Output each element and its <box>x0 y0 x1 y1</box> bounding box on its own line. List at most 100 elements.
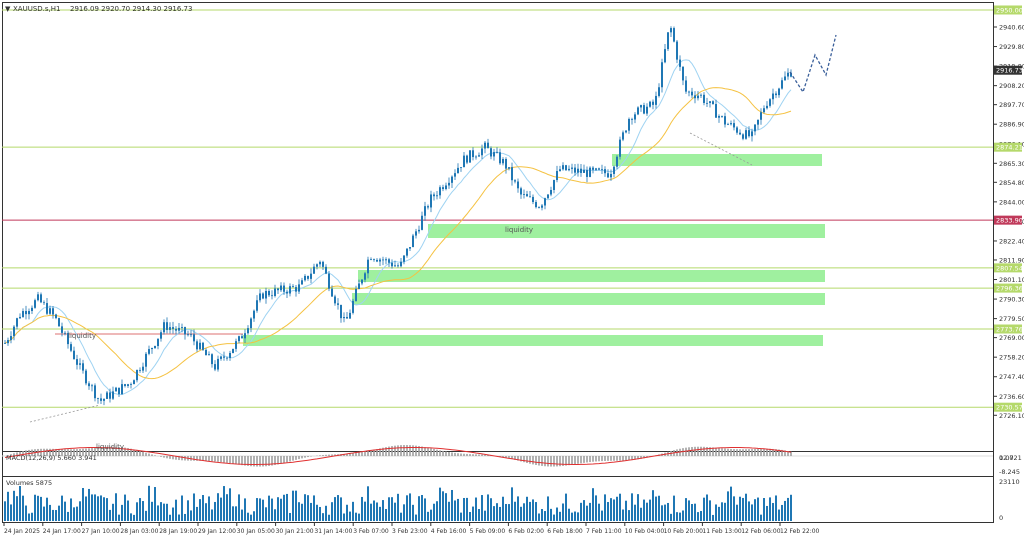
candle-body <box>700 95 702 96</box>
time-tick-label: 3 Feb 23:00 <box>392 528 428 535</box>
candle-body <box>61 326 63 332</box>
time-tick-label: 6 Feb 02:00 <box>508 528 544 535</box>
candle-body <box>409 247 411 249</box>
macd-histogram-bar <box>361 452 363 456</box>
candle-body <box>583 170 585 173</box>
volume-bar <box>463 498 465 521</box>
volume-bar <box>499 507 501 521</box>
volume-bar <box>4 501 6 521</box>
volume-bar <box>250 515 252 521</box>
candle-body <box>22 311 24 317</box>
candle-body <box>775 94 777 96</box>
macd-histogram-bar <box>319 455 321 456</box>
volume-bar <box>163 504 165 521</box>
symbol-menu-icon[interactable]: ▼ <box>5 5 11 13</box>
macd-histogram-bar <box>457 453 459 456</box>
candle-body <box>649 102 651 107</box>
volume-bar <box>340 497 342 521</box>
volume-bar <box>661 505 663 521</box>
macd-histogram-bar <box>391 446 393 456</box>
macd-histogram-bar <box>370 450 372 456</box>
volume-bar <box>376 502 378 521</box>
volume-bar <box>217 493 219 521</box>
volume-bar <box>637 494 639 521</box>
macd-histogram-bar <box>226 456 228 463</box>
candle-body <box>70 344 72 351</box>
volume-bar <box>382 500 384 521</box>
volume-bar <box>241 510 243 521</box>
volume-bar <box>778 510 780 521</box>
volume-bar <box>28 514 30 521</box>
macd-histogram-bar <box>619 456 621 461</box>
macd-histogram-bar <box>223 456 225 462</box>
candle-body <box>85 371 87 384</box>
candle-body <box>781 80 783 88</box>
candle-body <box>616 157 618 167</box>
volume-bar <box>643 500 645 521</box>
volume-bar <box>430 510 432 521</box>
candle-body <box>172 327 174 329</box>
candle-body <box>79 363 81 364</box>
volume-bar <box>547 496 549 521</box>
volume-bar <box>469 512 471 521</box>
volume-bar <box>364 502 366 521</box>
candle-body <box>457 168 459 173</box>
volume-bar <box>100 495 102 521</box>
volume-bar <box>403 504 405 521</box>
volume-bar <box>64 502 66 521</box>
macd-histogram-bar <box>610 456 612 461</box>
macd-histogram-bar <box>613 456 615 461</box>
volume-bar <box>268 496 270 521</box>
volume-bar <box>682 510 684 521</box>
liquidity-zone <box>358 270 825 282</box>
candle-body <box>220 356 222 358</box>
volume-bar <box>736 505 738 521</box>
macd-histogram-bar <box>754 449 756 456</box>
candle-body <box>454 173 456 176</box>
candle-body <box>679 60 681 67</box>
volume-bar <box>247 513 249 521</box>
candle-body <box>676 42 678 60</box>
volume-bar <box>328 515 330 521</box>
candle-body <box>439 187 441 195</box>
candle-body <box>199 343 201 350</box>
candle-body <box>208 354 210 355</box>
volume-bar <box>244 498 246 521</box>
candle-body <box>697 96 699 99</box>
volume-bar <box>601 511 603 521</box>
candle-body <box>742 134 744 138</box>
candle-body <box>349 313 351 319</box>
volume-bar <box>304 494 306 521</box>
volume-bar <box>313 495 315 521</box>
candle-body <box>745 130 747 139</box>
candle-body <box>28 311 30 314</box>
volume-bar <box>730 487 732 521</box>
candle-body <box>343 317 345 318</box>
macd-histogram-bar <box>217 456 219 462</box>
macd-histogram-bar <box>766 449 768 456</box>
macd-histogram-bar <box>169 456 171 459</box>
volume-bar <box>13 491 15 521</box>
volume-bar <box>673 496 675 521</box>
price-tick-label: 2801.10 <box>999 276 1024 284</box>
volume-bar <box>484 511 486 521</box>
volume-bar <box>127 501 129 521</box>
volume-bar <box>457 499 459 521</box>
candle-body <box>355 289 357 301</box>
candle-body <box>94 385 96 398</box>
liquidity-zone <box>612 154 822 166</box>
candle-body <box>142 367 144 371</box>
candle-body <box>232 349 234 353</box>
candle-body <box>484 143 486 149</box>
volume-bar <box>34 495 36 521</box>
volume-bar <box>109 510 111 521</box>
volume-bar <box>508 504 510 521</box>
macd-histogram-bar <box>550 456 552 467</box>
volume-bar <box>280 499 282 521</box>
candle-body <box>169 327 171 330</box>
candle-body <box>514 180 516 181</box>
liquidity-label-mid: liquidity <box>505 226 533 234</box>
volume-bar <box>520 507 522 521</box>
volume-bar <box>61 496 63 521</box>
